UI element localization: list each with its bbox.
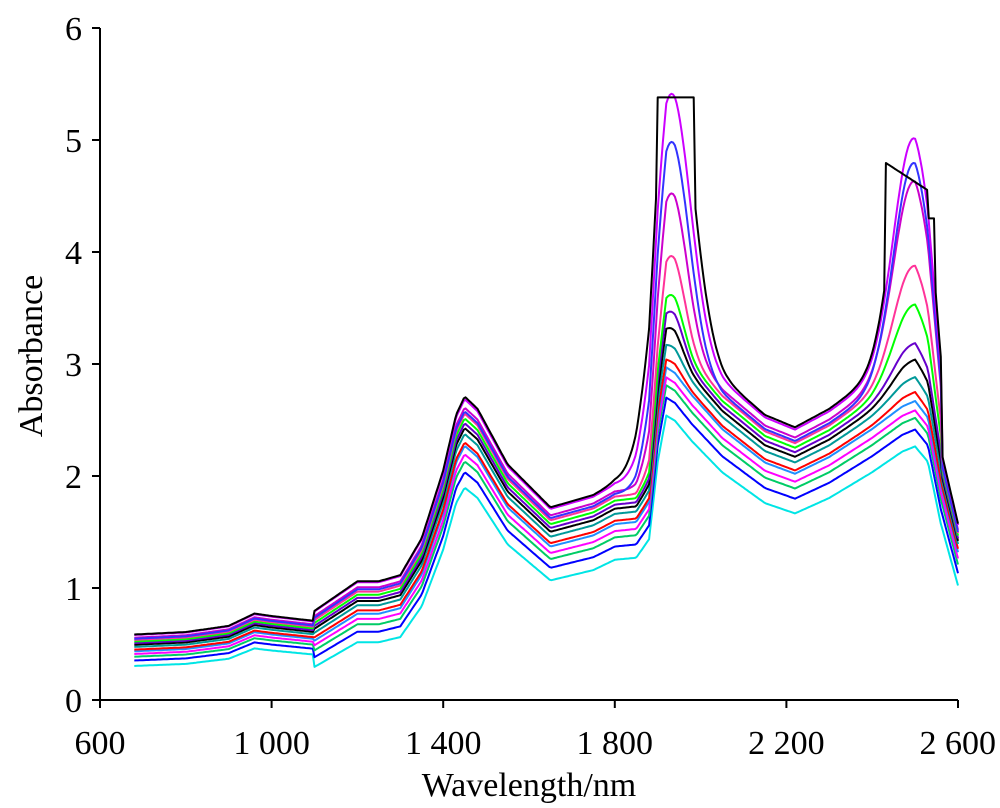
x-tick-label: 2 600	[920, 725, 997, 762]
y-tick-label: 1	[65, 571, 82, 608]
y-tick-label: 4	[65, 235, 82, 272]
y-tick-label: 3	[65, 347, 82, 384]
y-tick-label: 5	[65, 123, 82, 160]
spectra-series-layer	[134, 92, 959, 668]
spectrum-line-1	[134, 414, 959, 668]
spectrum-line-9	[134, 310, 959, 645]
spectrum-line-15	[134, 96, 959, 636]
x-tick-label: 1 800	[577, 725, 654, 762]
y-tick-label: 6	[65, 11, 82, 48]
x-axis-title: Wavelength/nm	[422, 767, 636, 804]
spectrum-line-11	[134, 255, 959, 641]
y-tick-label: 0	[65, 683, 82, 720]
spectrum-line-14	[134, 92, 959, 636]
x-tick-label: 1 000	[233, 725, 310, 762]
x-axis-ticks: 600 1 000 1 400 1 800 2 200 2 600	[75, 700, 997, 762]
spectrum-line-12	[134, 180, 959, 639]
spectrum-line-7	[134, 343, 959, 648]
spectrum-line-10	[134, 294, 959, 643]
spectrum-line-2	[134, 396, 959, 662]
y-axis-title: Absorbance	[13, 275, 50, 437]
spectrum-line-3	[134, 384, 959, 658]
y-axis-ticks: 0 1 2 3 4 5 6	[65, 11, 100, 720]
y-tick-label: 2	[65, 459, 82, 496]
x-tick-label: 2 200	[748, 725, 825, 762]
spectrum-line-6	[134, 358, 959, 651]
x-tick-label: 600	[75, 725, 126, 762]
spectrum-line-8	[134, 327, 959, 646]
x-tick-label: 1 400	[405, 725, 482, 762]
spectrum-line-4	[134, 376, 959, 655]
spectrum-line-5	[134, 366, 959, 653]
spectrum-line-13	[134, 140, 959, 640]
